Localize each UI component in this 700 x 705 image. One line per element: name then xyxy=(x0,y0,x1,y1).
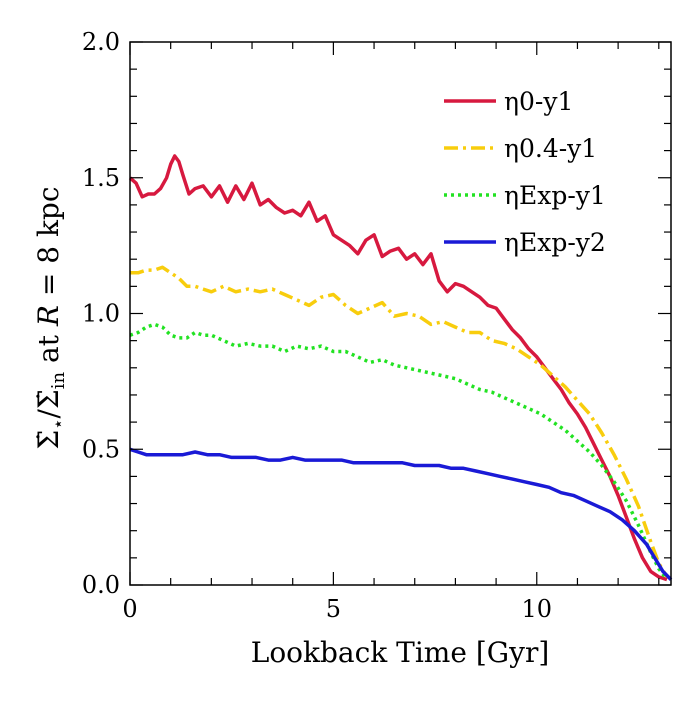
y-axis-label: Σ̇⋆/Σ̇in at R = 8 kpc xyxy=(32,186,69,449)
x-tick-label: 0 xyxy=(122,595,137,623)
legend-label-2: η0.4-y1 xyxy=(504,134,597,163)
series-line-3 xyxy=(129,322,669,581)
x-tick-label: 5 xyxy=(326,595,341,623)
series-line-1 xyxy=(128,154,668,582)
series-line-2 xyxy=(130,265,669,578)
y-tick-label: 0.0 xyxy=(82,571,120,599)
y-tick-label: 1.0 xyxy=(82,300,120,328)
legend-label-1: η0-y1 xyxy=(504,87,573,116)
tick-labels-layer: 0 5 10 0.0 0.5 1.0 1.5 2.0 xyxy=(82,28,552,623)
y-tick-label: 2.0 xyxy=(82,28,120,56)
legend-label-4: ηExp-y2 xyxy=(504,228,606,257)
x-axis-label: Lookback Time [Gyr] xyxy=(251,636,550,669)
y-tick-label: 1.5 xyxy=(82,164,120,192)
ticks-layer xyxy=(129,41,671,586)
legend: η0-y1 η0.4-y1 ηExp-y1 ηExp-y2 xyxy=(444,87,606,257)
series-layer xyxy=(128,154,673,582)
legend-label-3: ηExp-y1 xyxy=(504,181,606,210)
series-line-4 xyxy=(129,447,673,581)
x-tick-label: 10 xyxy=(521,595,552,623)
y-tick-label: 0.5 xyxy=(82,435,120,463)
